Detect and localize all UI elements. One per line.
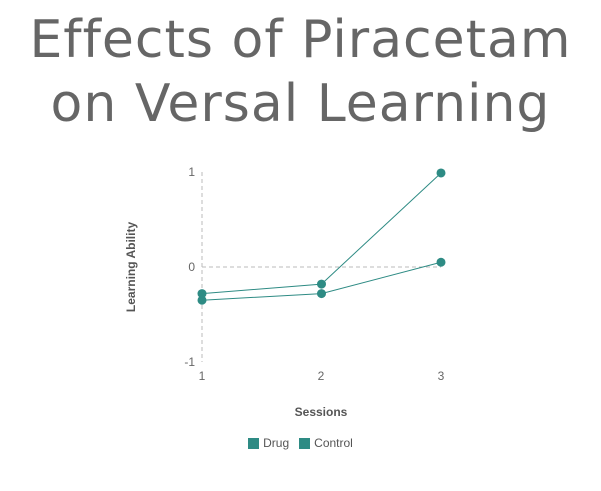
x-tick-label-3: 3 (438, 369, 445, 383)
x-tick-label-2: 2 (318, 369, 325, 383)
chart-title-line-1: Effects of Piracetam (29, 10, 572, 70)
legend-item-drug[interactable]: Drug (248, 436, 289, 450)
y-axis-title: Learning Ability (124, 222, 138, 313)
data-point-control-2[interactable] (317, 289, 326, 299)
chart-title: Effects of Piracetam on Versal Learning (0, 8, 601, 136)
y-tick-label-middle: 0 (188, 260, 195, 274)
data-point-drug-2[interactable] (317, 279, 326, 289)
data-point-control-1[interactable] (197, 295, 207, 305)
legend-label-control: Control (314, 436, 353, 450)
x-axis-title: Sessions (295, 405, 348, 419)
legend-item-control[interactable]: Control (299, 436, 353, 450)
y-tick-label-top: 1 (188, 165, 195, 179)
legend-swatch-control (299, 437, 311, 449)
y-tick-label-bottom: -1 (184, 355, 195, 369)
data-point-drug-3[interactable] (436, 168, 446, 178)
series-line-drug (201, 172, 442, 295)
chart-title-line-2: on Versal Learning (50, 74, 551, 134)
series-layer (197, 168, 446, 305)
legend-swatch-drug (248, 437, 260, 449)
x-tick-label-1: 1 (199, 369, 206, 383)
data-point-drug-1[interactable] (197, 289, 207, 299)
data-point-control-3[interactable] (436, 257, 446, 267)
legend: Drug Control (0, 436, 601, 450)
legend-label-drug: Drug (263, 436, 290, 450)
